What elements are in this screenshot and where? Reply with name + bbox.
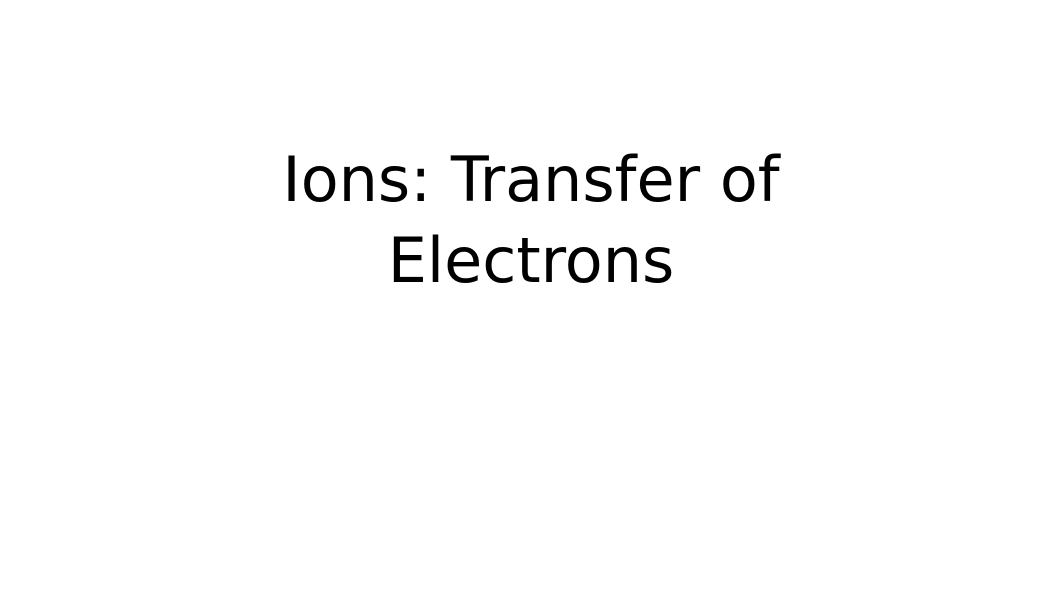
title-line-2: Electrons bbox=[282, 221, 779, 302]
slide-title: Ions: Transfer of Electrons bbox=[282, 140, 779, 301]
title-line-1: Ions: Transfer of bbox=[282, 143, 779, 216]
slide: Ions: Transfer of Electrons bbox=[0, 0, 1062, 597]
